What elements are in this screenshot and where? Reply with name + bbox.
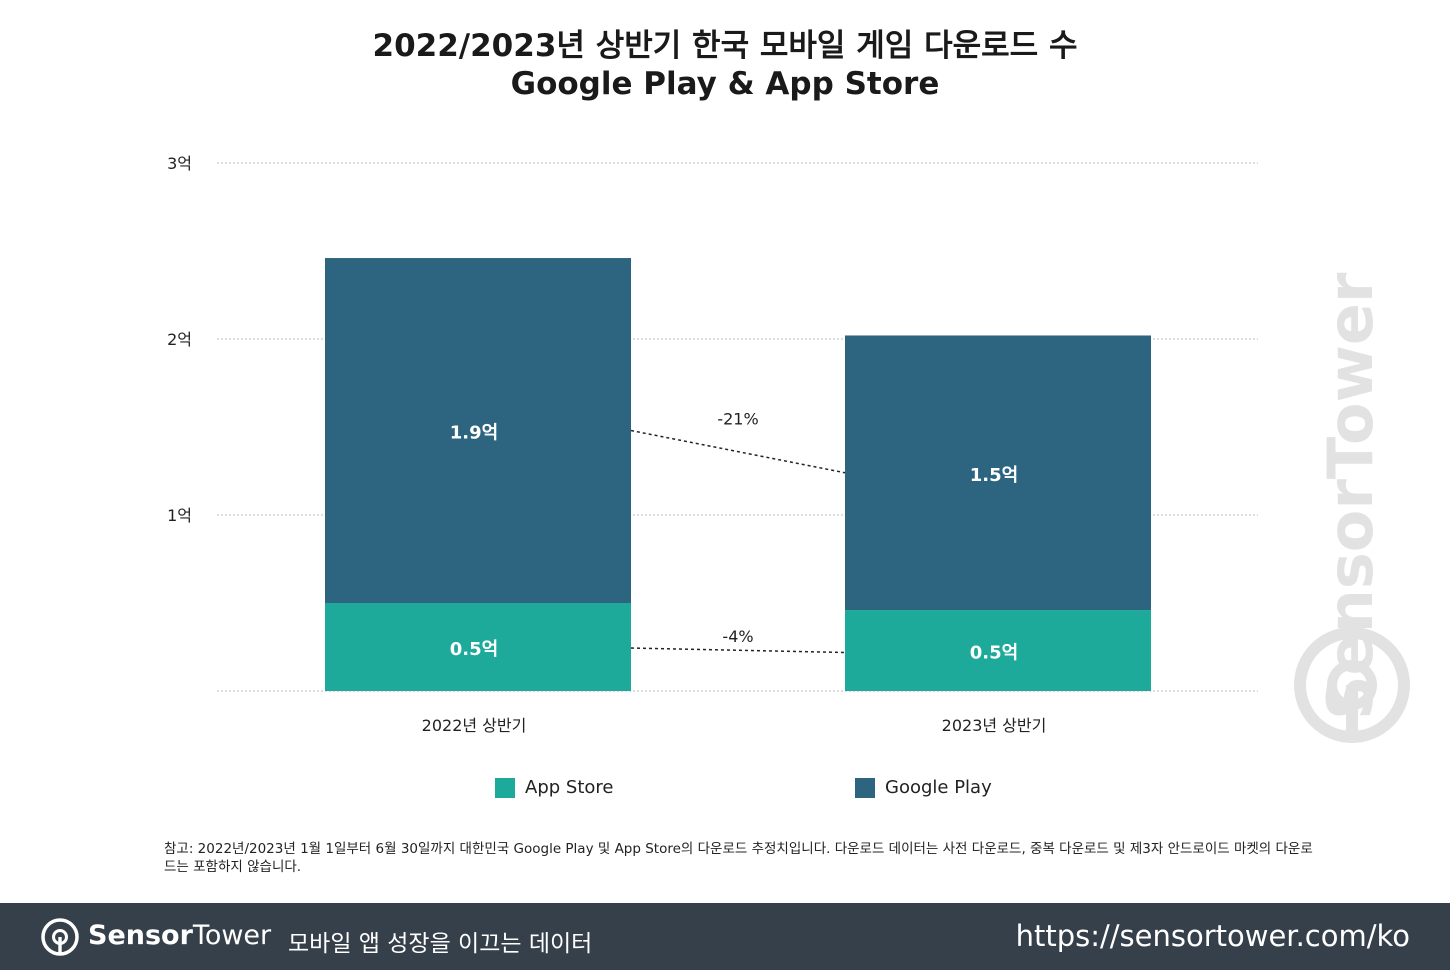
legend: App Store Google Play [0,777,1450,803]
footer-brand-light: Tower [192,920,272,951]
legend-item-google-play: Google Play [855,777,992,798]
change-line-app-store [630,647,846,654]
chart-subtitle: Google Play & App Store [510,66,940,102]
x-category-label: 2022년 상반기 [422,716,527,735]
footer-tagline: 모바일 앱 성장을 이끄는 데이터 [288,931,593,957]
legend-item-app-store: App Store [495,777,613,798]
footer-bar: SensorTower 모바일 앱 성장을 이끄는 데이터 https://se… [0,903,1450,970]
bars [325,258,1151,691]
watermark-logo-icon [1294,627,1410,743]
bar-segment-app-store [325,603,631,691]
change-line-google-play [630,429,846,474]
sensortower-logo-icon [41,918,79,956]
y-tick-label: 1억 [167,506,192,525]
watermark-text: SensorTower [1314,272,1387,720]
legend-label-google-play: Google Play [885,777,992,798]
y-tick-label: 3억 [167,154,192,173]
stacked-bar-chart: 1억 2억 3억 0.5억 1.9억 0.5억 1.5억 -21% -4% 2022년 상반… [167,154,1410,743]
change-label: -4% [722,627,753,646]
x-category-label: 2023년 상반기 [942,716,1047,735]
legend-swatch-google-play [855,777,875,798]
bar-segment-google-play [845,335,1151,611]
footer-brand-bold: Sensor [88,920,193,951]
footnote: 참고: 2022년/2023년 1월 1일부터 6월 30일까지 대한민국 Go… [164,841,1313,875]
bar-segment-app-store [845,610,1151,691]
footer-brand: SensorTower [88,920,271,951]
footer-url[interactable]: https://sensortower.com/ko [1015,919,1410,953]
x-axis-category-labels: 2022년 상반기 2023년 상반기 [422,716,1047,735]
sensortower-watermark: SensorTower [1294,272,1410,743]
bar-value-label: 1.5억 [970,465,1018,486]
bar-segment-google-play [325,258,631,603]
y-axis-tick-labels: 1억 2억 3억 [167,154,192,525]
change-connectors: -21% -4% [630,410,846,654]
bar-value-label: 1.9억 [450,423,498,444]
bar-value-label: 0.5억 [450,639,498,660]
value-labels: 0.5억 1.9억 0.5억 1.5억 [450,423,1018,664]
change-label: -21% [717,410,758,429]
bar-value-label: 0.5억 [970,643,1018,664]
legend-label-app-store: App Store [525,777,614,798]
chart-title: 2022/2023년 상반기 한국 모바일 게임 다운로드 수 [372,28,1078,64]
legend-swatch-app-store [495,777,515,798]
y-tick-label: 2억 [167,330,192,349]
